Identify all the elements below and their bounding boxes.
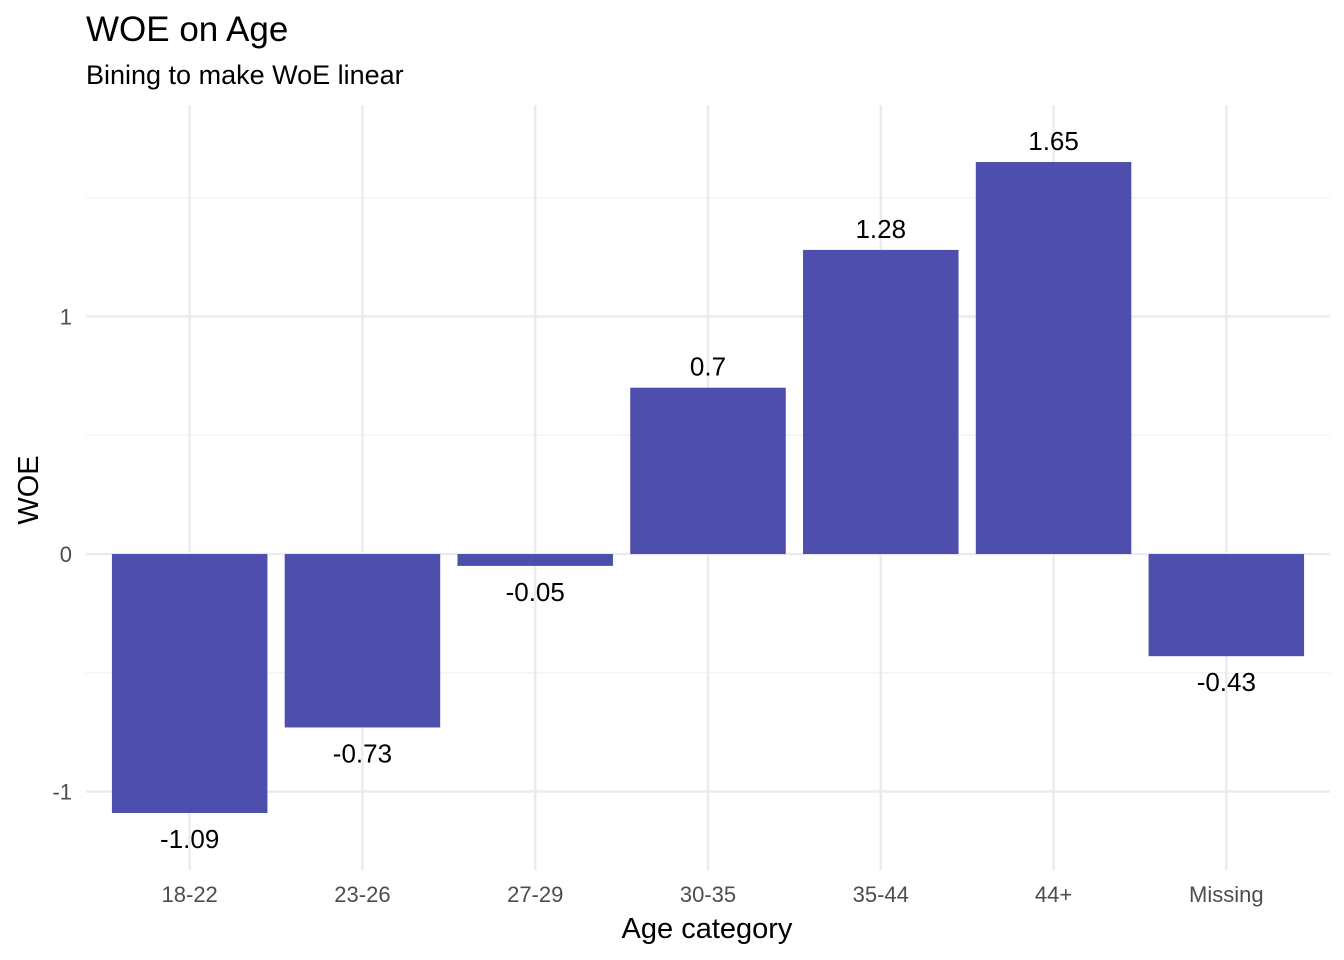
bar-value-label: -0.73 — [333, 738, 392, 768]
bar — [1148, 554, 1305, 657]
x-tick-label: 35-44 — [853, 882, 909, 907]
y-tick-label: 1 — [60, 304, 72, 329]
x-tick-label: 44+ — [1035, 882, 1072, 907]
x-tick-label: Missing — [1189, 882, 1264, 907]
x-tick-label: 18-22 — [162, 882, 218, 907]
bar-value-label: 1.65 — [1028, 126, 1079, 156]
x-tick-label: 23-26 — [334, 882, 390, 907]
bar-value-label: 1.28 — [855, 214, 906, 244]
chart-subtitle: Bining to make WoE linear — [86, 60, 404, 90]
axis-ticks: -1 0 1 18-22 23-26 27-29 30-35 35-44 44+ Missing — [52, 304, 1263, 907]
bar-value-label: -1.09 — [160, 824, 219, 854]
bar-value-label: 0.7 — [690, 352, 726, 382]
y-tick-label: -1 — [52, 780, 72, 805]
chart-title: WOE on Age — [86, 10, 288, 49]
bar — [284, 554, 441, 728]
data-labels: -1.09 -0.73 -0.05 0.7 1.28 1.65 -0.43 — [160, 126, 1256, 854]
y-tick-label: 0 — [60, 542, 72, 567]
y-axis-title: WOE — [13, 455, 45, 524]
x-tick-label: 27-29 — [507, 882, 563, 907]
bar — [630, 387, 786, 555]
bar — [803, 249, 959, 555]
bar — [975, 162, 1132, 555]
x-axis-title: Age category — [622, 913, 793, 945]
bars — [111, 162, 1305, 813]
bar — [111, 554, 268, 813]
bar-value-label: -0.43 — [1197, 667, 1256, 697]
bar-value-label: -0.05 — [506, 577, 565, 607]
x-tick-label: 30-35 — [680, 882, 736, 907]
bar — [457, 554, 613, 566]
